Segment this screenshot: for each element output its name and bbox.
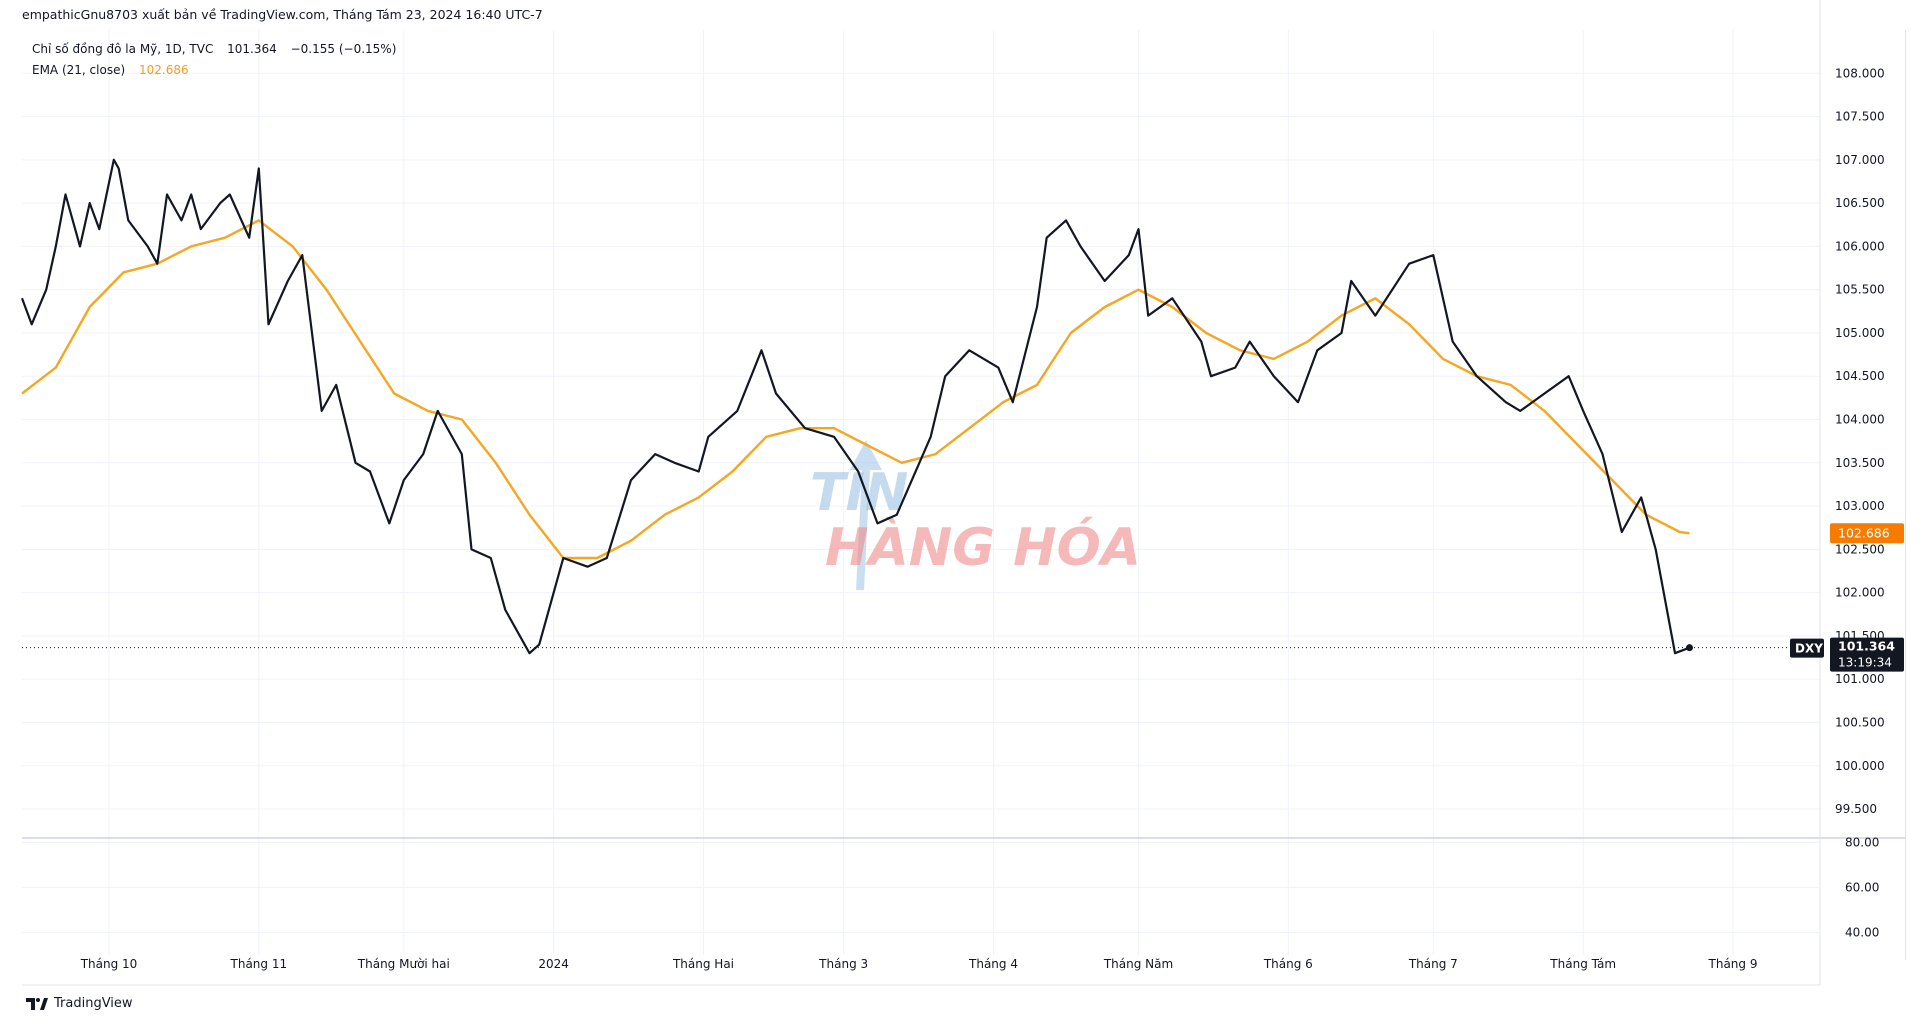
last-price-dot bbox=[1686, 644, 1693, 651]
y-tick-label: 103.500 bbox=[1835, 456, 1885, 470]
bar-countdown: 13:19:34 bbox=[1838, 656, 1892, 670]
legend-ema-label: EMA (21, close) bbox=[32, 63, 125, 77]
ema-tag-value: 102.686 bbox=[1838, 525, 1890, 540]
y-tick-label: 106.500 bbox=[1835, 196, 1885, 210]
watermark-line2: HÀNG HÓA bbox=[825, 516, 1141, 578]
x-tick-label: Tháng 11 bbox=[230, 957, 288, 971]
y-tick-label: 103.000 bbox=[1835, 499, 1885, 513]
legend-ema-row[interactable]: EMA (21, close) 102.686 bbox=[32, 60, 396, 81]
x-tick-label: Tháng Tám bbox=[1549, 957, 1616, 971]
x-tick-label: Tháng 3 bbox=[818, 957, 868, 971]
y-tick-label: 101.000 bbox=[1835, 672, 1885, 686]
y-axis[interactable]: 108.000 107.500 107.000 106.500 106.000 105.5… bbox=[1835, 66, 1885, 816]
legend-symbol-name: Chỉ số đồng đô la Mỹ, 1D, TVC bbox=[32, 42, 213, 56]
y-tick-label: 107.000 bbox=[1835, 153, 1885, 167]
y-tick-label: 104.500 bbox=[1835, 369, 1885, 383]
ema-price-tag: 102.686 bbox=[1830, 523, 1904, 543]
y-tick-label: 100.500 bbox=[1835, 715, 1885, 729]
x-tick-label: Tháng Mười hai bbox=[357, 957, 450, 971]
y-tick-label: 105.000 bbox=[1835, 326, 1885, 340]
price-line bbox=[22, 160, 1690, 653]
lower-tick-label: 40.00 bbox=[1845, 926, 1879, 940]
y-tick-label: 99.500 bbox=[1835, 802, 1877, 816]
last-price-tag: DXY 101.364 13:19:34 bbox=[1790, 638, 1904, 672]
x-tick-label: Tháng 4 bbox=[968, 957, 1018, 971]
x-tick-label: Tháng 10 bbox=[80, 957, 138, 971]
last-price-value: 101.364 bbox=[1838, 639, 1895, 654]
tradingview-brand-label: TradingView bbox=[54, 996, 133, 1011]
lower-tick-label: 80.00 bbox=[1845, 836, 1879, 850]
legend-symbol-row[interactable]: Chỉ số đồng đô la Mỹ, 1D, TVC 101.364 −0… bbox=[32, 39, 396, 60]
x-tick-label: Tháng Năm bbox=[1103, 957, 1173, 971]
legend-last-price: 101.364 bbox=[227, 42, 277, 56]
y-tick-label: 100.000 bbox=[1835, 759, 1885, 773]
y-tick-label: 108.000 bbox=[1835, 66, 1885, 80]
legend-ema-value: 102.686 bbox=[139, 63, 189, 77]
right-border bbox=[1905, 30, 1906, 960]
chart-legend: Chỉ số đồng đô la Mỹ, 1D, TVC 101.364 −0… bbox=[32, 39, 396, 81]
tradingview-brand[interactable]: TradingView bbox=[26, 996, 133, 1011]
x-tick-label: Tháng 9 bbox=[1708, 957, 1758, 971]
y-tick-label: 102.500 bbox=[1835, 542, 1885, 556]
x-tick-label: Tháng 7 bbox=[1408, 957, 1458, 971]
y-tick-label: 107.500 bbox=[1835, 110, 1885, 124]
lower-tick-label: 60.00 bbox=[1845, 881, 1879, 895]
symbol-tag: DXY bbox=[1795, 642, 1823, 656]
x-tick-label: 2024 bbox=[538, 957, 569, 971]
legend-change: −0.155 (−0.15%) bbox=[291, 42, 397, 56]
tradingview-logo-icon bbox=[26, 997, 48, 1011]
y-tick-label: 102.000 bbox=[1835, 586, 1885, 600]
x-tick-label: Tháng 6 bbox=[1263, 957, 1313, 971]
y-tick-label: 104.000 bbox=[1835, 413, 1885, 427]
x-tick-label: Tháng Hai bbox=[672, 957, 734, 971]
x-axis[interactable]: Tháng 10 Tháng 11 Tháng Mười hai 2024 Tháng … bbox=[80, 957, 1758, 971]
lower-pane-axis: 80.00 60.00 40.00 bbox=[1845, 836, 1879, 940]
y-tick-label: 105.500 bbox=[1835, 283, 1885, 297]
y-tick-label: 106.000 bbox=[1835, 239, 1885, 253]
